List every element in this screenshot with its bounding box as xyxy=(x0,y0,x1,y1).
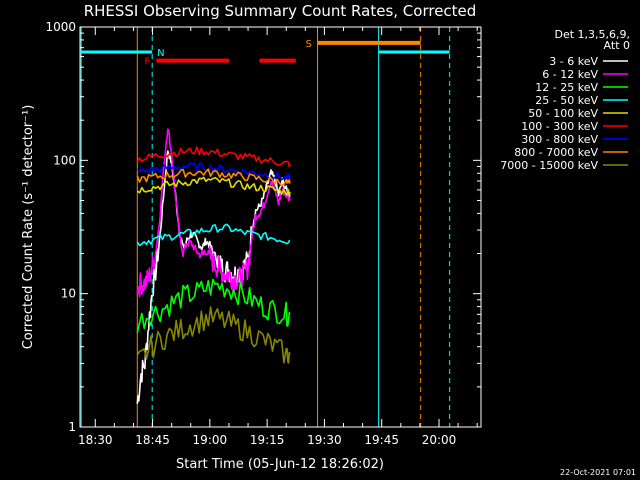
annotation-S: S xyxy=(306,39,312,50)
series-line-1 xyxy=(136,128,291,298)
x-tick-label-4: 19:30 xyxy=(307,433,342,447)
x-tick-label-6: 20:00 xyxy=(422,433,457,447)
y-axis-label: Corrected Count Rate (s⁻¹ detector⁻¹) xyxy=(21,105,36,350)
legend-label-7: 800 - 7000 keV xyxy=(514,146,598,159)
chart-title: RHESSI Observing Summary Count Rates, Co… xyxy=(84,2,477,20)
legend-label-1: 6 - 12 keV xyxy=(542,68,598,81)
y-tick-label-0: 1 xyxy=(68,420,76,434)
legend-label-5: 100 - 300 keV xyxy=(521,120,598,133)
x-tick-label-2: 19:00 xyxy=(193,433,228,447)
footer-timestamp: 22-Oct-2021 07:01 xyxy=(560,468,636,477)
x-axis-label: Start Time (05-Jun-12 18:26:02) xyxy=(176,457,384,472)
plot-frame xyxy=(79,26,482,428)
y-tick-label-2: 100 xyxy=(53,153,76,167)
series-line-5 xyxy=(136,146,291,168)
legend-label-4: 50 - 100 keV xyxy=(528,107,598,120)
series-line-7 xyxy=(136,168,291,187)
legend-label-8: 7000 - 15000 keV xyxy=(500,159,598,172)
legend-label-3: 25 - 50 keV xyxy=(535,94,598,107)
annotation-N: N xyxy=(157,48,164,59)
x-tick-label-5: 19:45 xyxy=(364,433,399,447)
legend-header-1: Att 0 xyxy=(604,39,630,52)
x-tick-label-3: 19:15 xyxy=(250,433,285,447)
y-tick-label-3: 1000 xyxy=(45,20,76,34)
legend-label-0: 3 - 6 keV xyxy=(549,55,598,68)
series-line-2 xyxy=(136,278,291,333)
legend-label-6: 300 - 800 keV xyxy=(521,133,598,146)
series-line-4 xyxy=(136,176,291,197)
x-tick-label-1: 18:45 xyxy=(135,433,170,447)
plot-marks: NF S xyxy=(80,27,451,427)
legend-header-0: Det 1,3,5,6,9, xyxy=(554,28,630,41)
series-line-8 xyxy=(136,306,291,364)
x-tick-label-0: 18:30 xyxy=(78,433,113,447)
y-tick-label-1: 10 xyxy=(61,287,76,301)
annotation-F: F xyxy=(144,57,150,68)
axes: 1 10 100 1000 18:30 18:45 19:00 19:15 19:30 19:45… xyxy=(45,20,481,447)
series-line-3 xyxy=(136,223,291,247)
legend-label-2: 12 - 25 keV xyxy=(535,81,598,94)
